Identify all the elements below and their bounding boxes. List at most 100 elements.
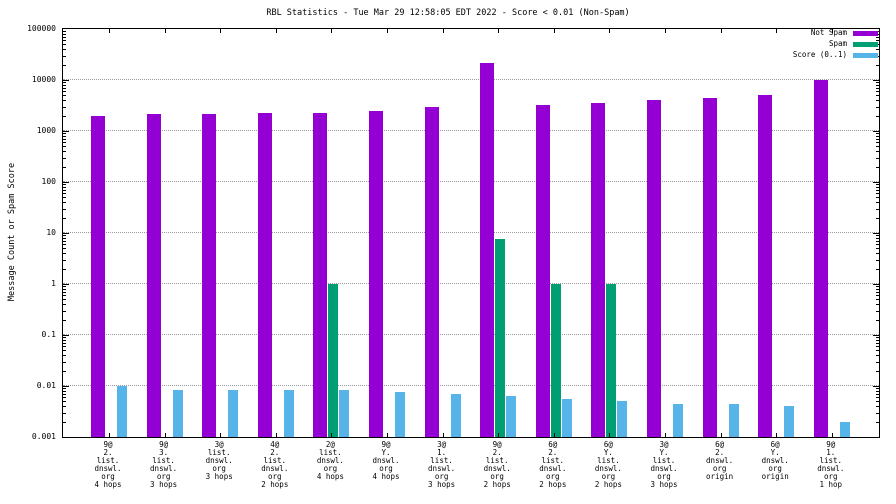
y-tick-minor-right <box>876 310 879 312</box>
y-tick-minor-left <box>63 390 66 392</box>
legend-row: Score (0..1) <box>793 51 878 59</box>
y-tick-minor-left <box>63 248 66 250</box>
x-tick-top <box>275 29 277 33</box>
y-tick-major-right <box>873 80 879 81</box>
y-tick-major-left <box>63 80 69 81</box>
y-tick-major-left <box>63 233 69 234</box>
y-tick-minor-right <box>876 133 879 135</box>
x-tick-top <box>720 29 722 33</box>
bar-score-0-1 <box>172 389 183 437</box>
y-tick-minor-right <box>876 421 879 423</box>
bar-spam <box>495 239 506 437</box>
y-tick-minor-left <box>63 166 66 168</box>
bar-not-spam <box>202 113 217 437</box>
bar-score-0-1 <box>728 403 739 437</box>
y-tick-minor-right <box>876 288 879 290</box>
y-tick-minor-left <box>63 100 66 102</box>
y-tick-minor-left <box>63 288 66 290</box>
y-tick-minor-right <box>876 342 879 344</box>
y-tick-minor-left <box>63 406 66 408</box>
y-tick-major-right <box>873 335 879 336</box>
x-category-label: 2@ list. dnswl. org 4 hops <box>316 440 344 481</box>
x-category-label: 6@ 2. dnswl. org origin <box>706 440 734 481</box>
y-tick-minor-left <box>63 342 66 344</box>
bar-not-spam <box>591 103 606 437</box>
y-tick-minor-left <box>63 370 66 372</box>
y-tick-major-left <box>63 284 69 285</box>
y-tick-minor-left <box>63 87 66 89</box>
bar-score-0-1 <box>228 389 239 437</box>
x-tick-bottom <box>831 433 833 437</box>
y-tick-minor-left <box>63 115 66 117</box>
x-tick-bottom <box>609 433 611 437</box>
y-tick-minor-left <box>63 91 66 93</box>
y-tick-minor-left <box>63 240 66 242</box>
x-tick-bottom <box>776 433 778 437</box>
x-category-label: 9@ 2. list. dnswl. org 4 hops <box>94 440 122 489</box>
y-tick-minor-right <box>876 208 879 210</box>
bar-score-0-1 <box>506 395 517 437</box>
bar-not-spam <box>313 112 328 437</box>
plot-area <box>62 28 880 438</box>
y-tick-minor-right <box>876 142 879 144</box>
y-tick-minor-right <box>876 412 879 414</box>
y-tick-major-left <box>63 182 69 183</box>
bar-not-spam <box>91 115 105 437</box>
y-tick-minor-right <box>876 36 879 38</box>
y-axis-label: Message Count or Spam Score <box>7 162 17 302</box>
y-tick-minor-right <box>876 397 879 399</box>
y-tick-minor-left <box>63 31 66 33</box>
y-tick-minor-left <box>63 291 66 293</box>
bar-not-spam <box>702 97 717 437</box>
y-tick-minor-right <box>876 401 879 403</box>
y-tick-minor-left <box>63 304 66 306</box>
y-tick-minor-right <box>876 248 879 250</box>
y-tick-major-left <box>63 335 69 336</box>
y-tick-minor-left <box>63 184 66 186</box>
bar-score-0-1 <box>395 392 405 437</box>
y-tick-minor-left <box>63 346 66 348</box>
bar-not-spam <box>647 99 661 437</box>
y-tick-minor-left <box>63 319 66 321</box>
y-tick-label: 0.01 <box>36 381 56 390</box>
y-tick-minor-right <box>876 370 879 372</box>
y-tick-minor-left <box>63 337 66 339</box>
y-tick-minor-right <box>876 138 879 140</box>
y-tick-minor-right <box>876 388 879 390</box>
x-category-label: 6@ 2. list. dnswl. org 2 hops <box>539 440 567 489</box>
bar-not-spam <box>535 105 550 437</box>
y-tick-minor-left <box>63 95 66 97</box>
y-tick-label: 100000 <box>27 24 56 33</box>
gridline <box>63 385 879 386</box>
x-category-label: 3@ Y. list. dnswl. org 3 hops <box>650 440 678 489</box>
y-tick-minor-left <box>63 138 66 140</box>
gridline <box>63 283 879 284</box>
x-tick-top <box>776 29 778 33</box>
y-tick-minor-right <box>876 193 879 195</box>
bar-score-0-1 <box>839 421 850 437</box>
y-tick-minor-right <box>876 84 879 86</box>
y-tick-minor-left <box>63 259 66 261</box>
legend-item-label: Not Spam <box>810 28 847 37</box>
y-tick-minor-left <box>63 217 66 219</box>
x-tick-bottom <box>387 433 388 437</box>
x-category-label: 3@ list. dnswl. org 3 hops <box>205 440 233 481</box>
y-tick-minor-right <box>876 299 879 301</box>
bar-score-0-1 <box>617 401 628 437</box>
bar-score-0-1 <box>117 386 127 437</box>
x-tick-bottom <box>220 433 222 437</box>
x-tick-top <box>109 29 110 33</box>
y-tick-minor-right <box>876 197 879 199</box>
y-tick-minor-left <box>63 84 66 86</box>
y-tick-major-left <box>63 386 69 387</box>
legend-item-label: Score (0..1) <box>792 50 847 59</box>
y-tick-minor-right <box>876 390 879 392</box>
y-tick-minor-right <box>876 40 879 42</box>
y-tick-minor-left <box>63 244 66 246</box>
y-tick-major-right <box>873 233 879 234</box>
y-tick-minor-right <box>876 361 879 363</box>
y-tick-minor-right <box>876 189 879 191</box>
y-tick-minor-right <box>876 106 879 108</box>
y-tick-minor-right <box>876 115 879 117</box>
y-tick-label: 0.001 <box>31 432 56 441</box>
